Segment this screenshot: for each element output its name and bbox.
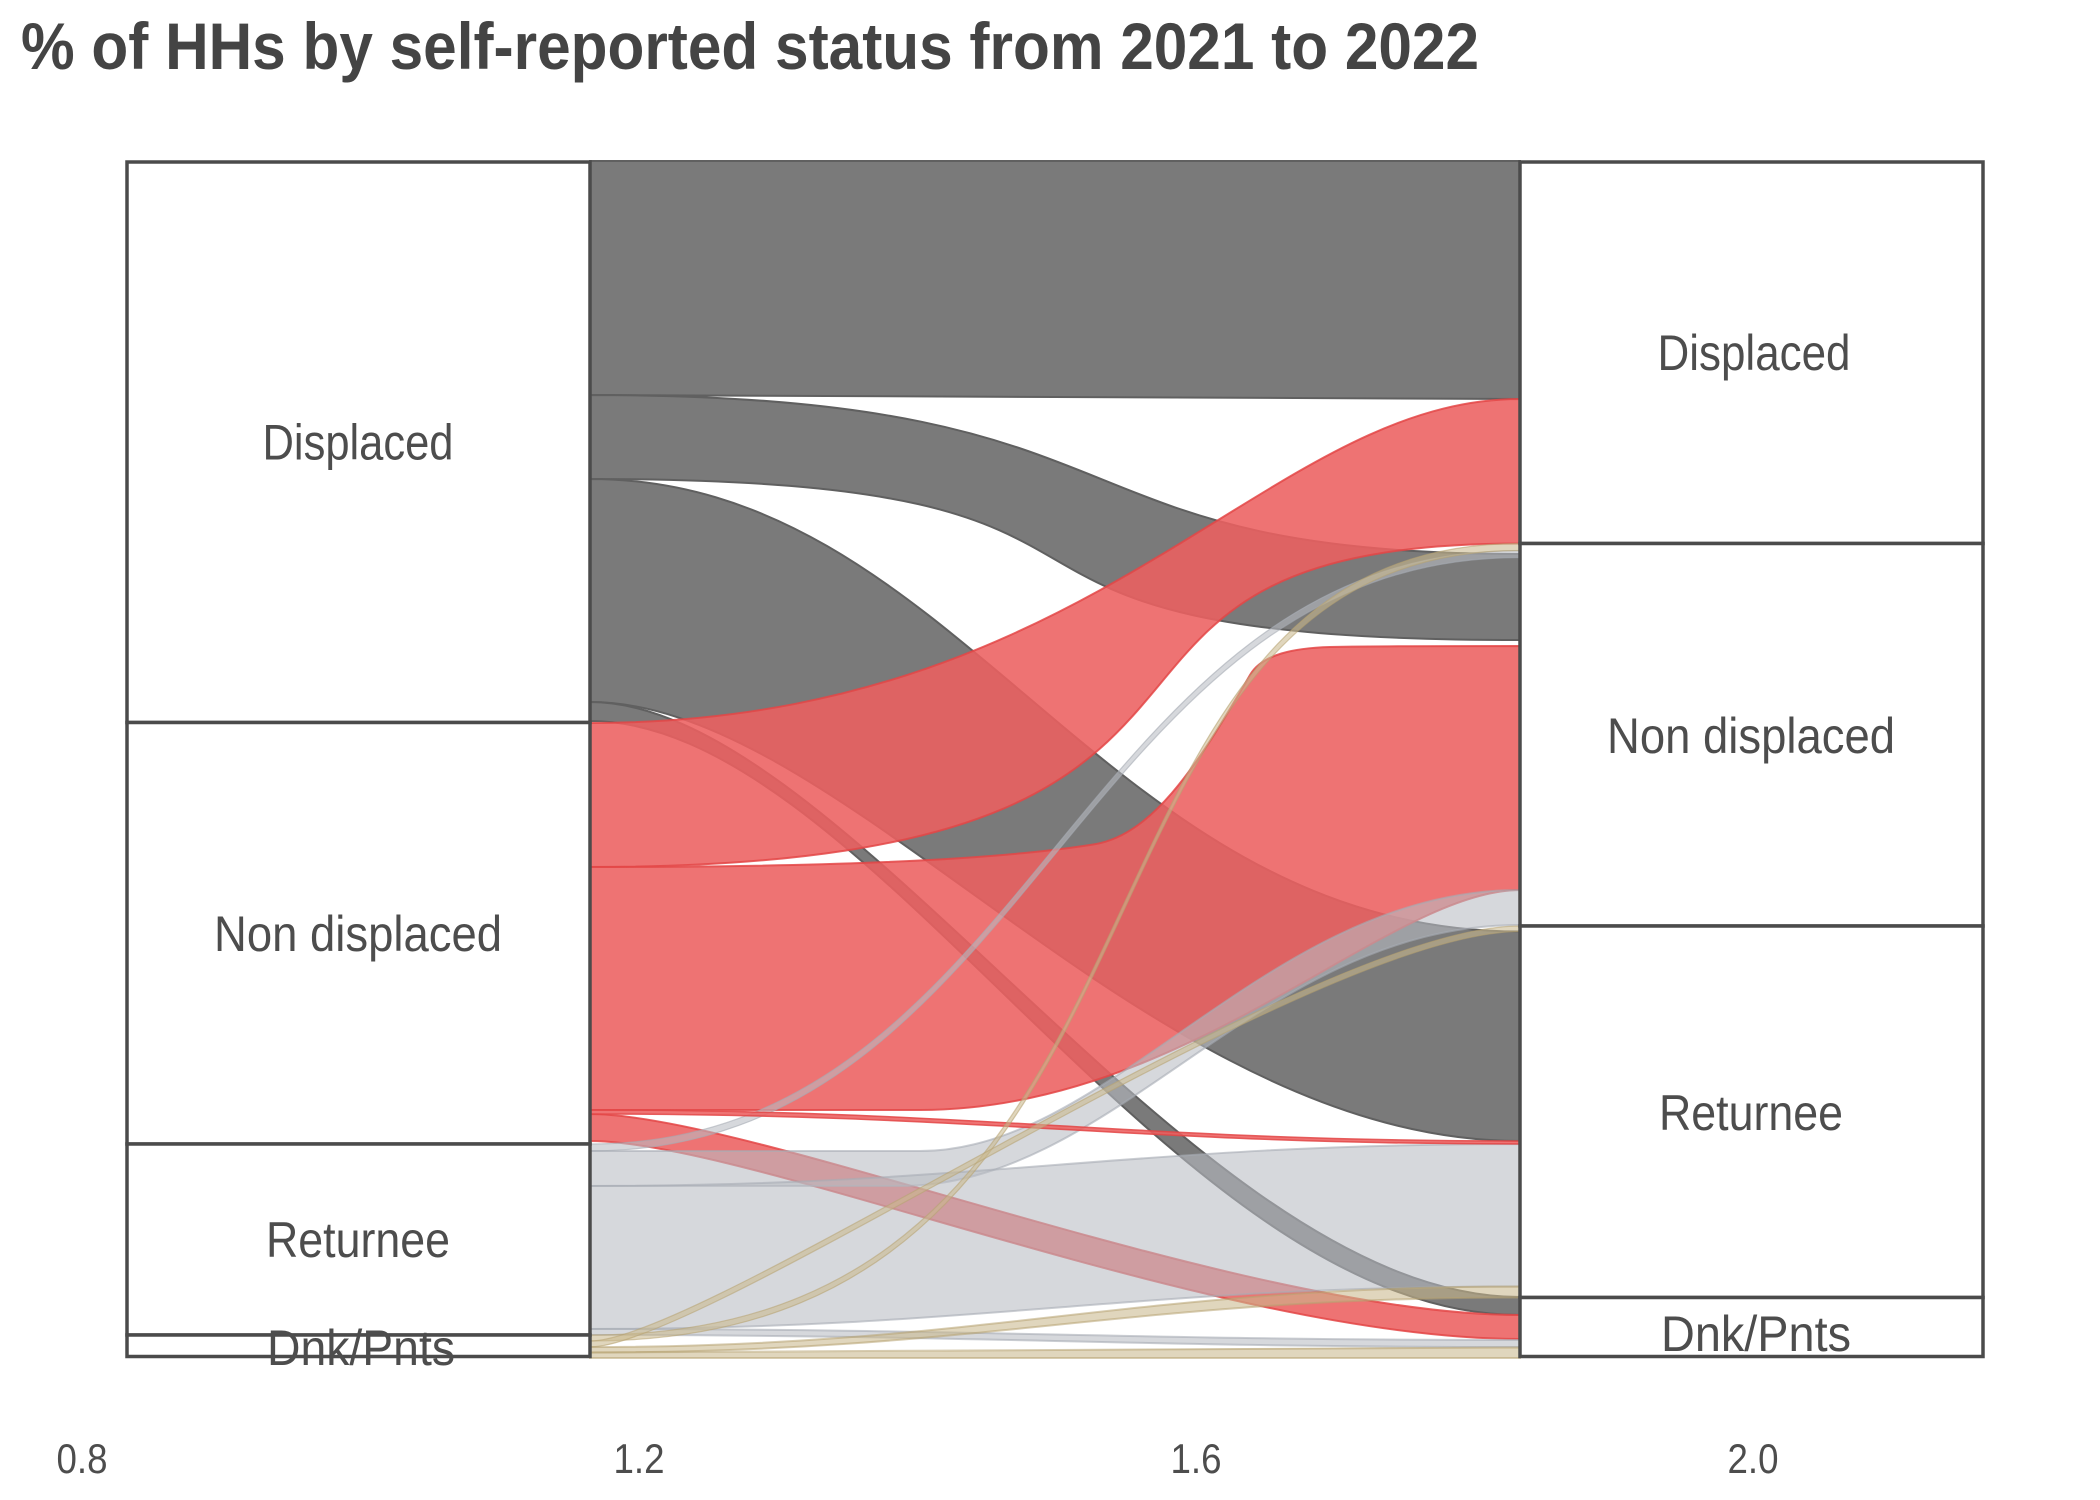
svg-text:1.6: 1.6 <box>1171 1435 1222 1482</box>
svg-text:Dnk/Pnts: Dnk/Pnts <box>1661 1306 1851 1362</box>
svg-text:Returnee: Returnee <box>1659 1085 1843 1141</box>
svg-text:Non displaced: Non displaced <box>1607 708 1895 764</box>
svg-text:Displaced: Displaced <box>1658 325 1851 381</box>
svg-text:1.2: 1.2 <box>614 1435 665 1482</box>
svg-text:2.0: 2.0 <box>1728 1435 1779 1482</box>
svg-text:Non displaced: Non displaced <box>214 906 502 962</box>
svg-text:Dnk/Pnts: Dnk/Pnts <box>267 1320 455 1376</box>
svg-text:0.8: 0.8 <box>57 1435 108 1482</box>
svg-text:% of HHs by self-reported stat: % of HHs by self-reported status from 20… <box>21 9 1479 83</box>
svg-text:Displaced: Displaced <box>263 415 454 471</box>
svg-text:Returnee: Returnee <box>266 1212 450 1268</box>
